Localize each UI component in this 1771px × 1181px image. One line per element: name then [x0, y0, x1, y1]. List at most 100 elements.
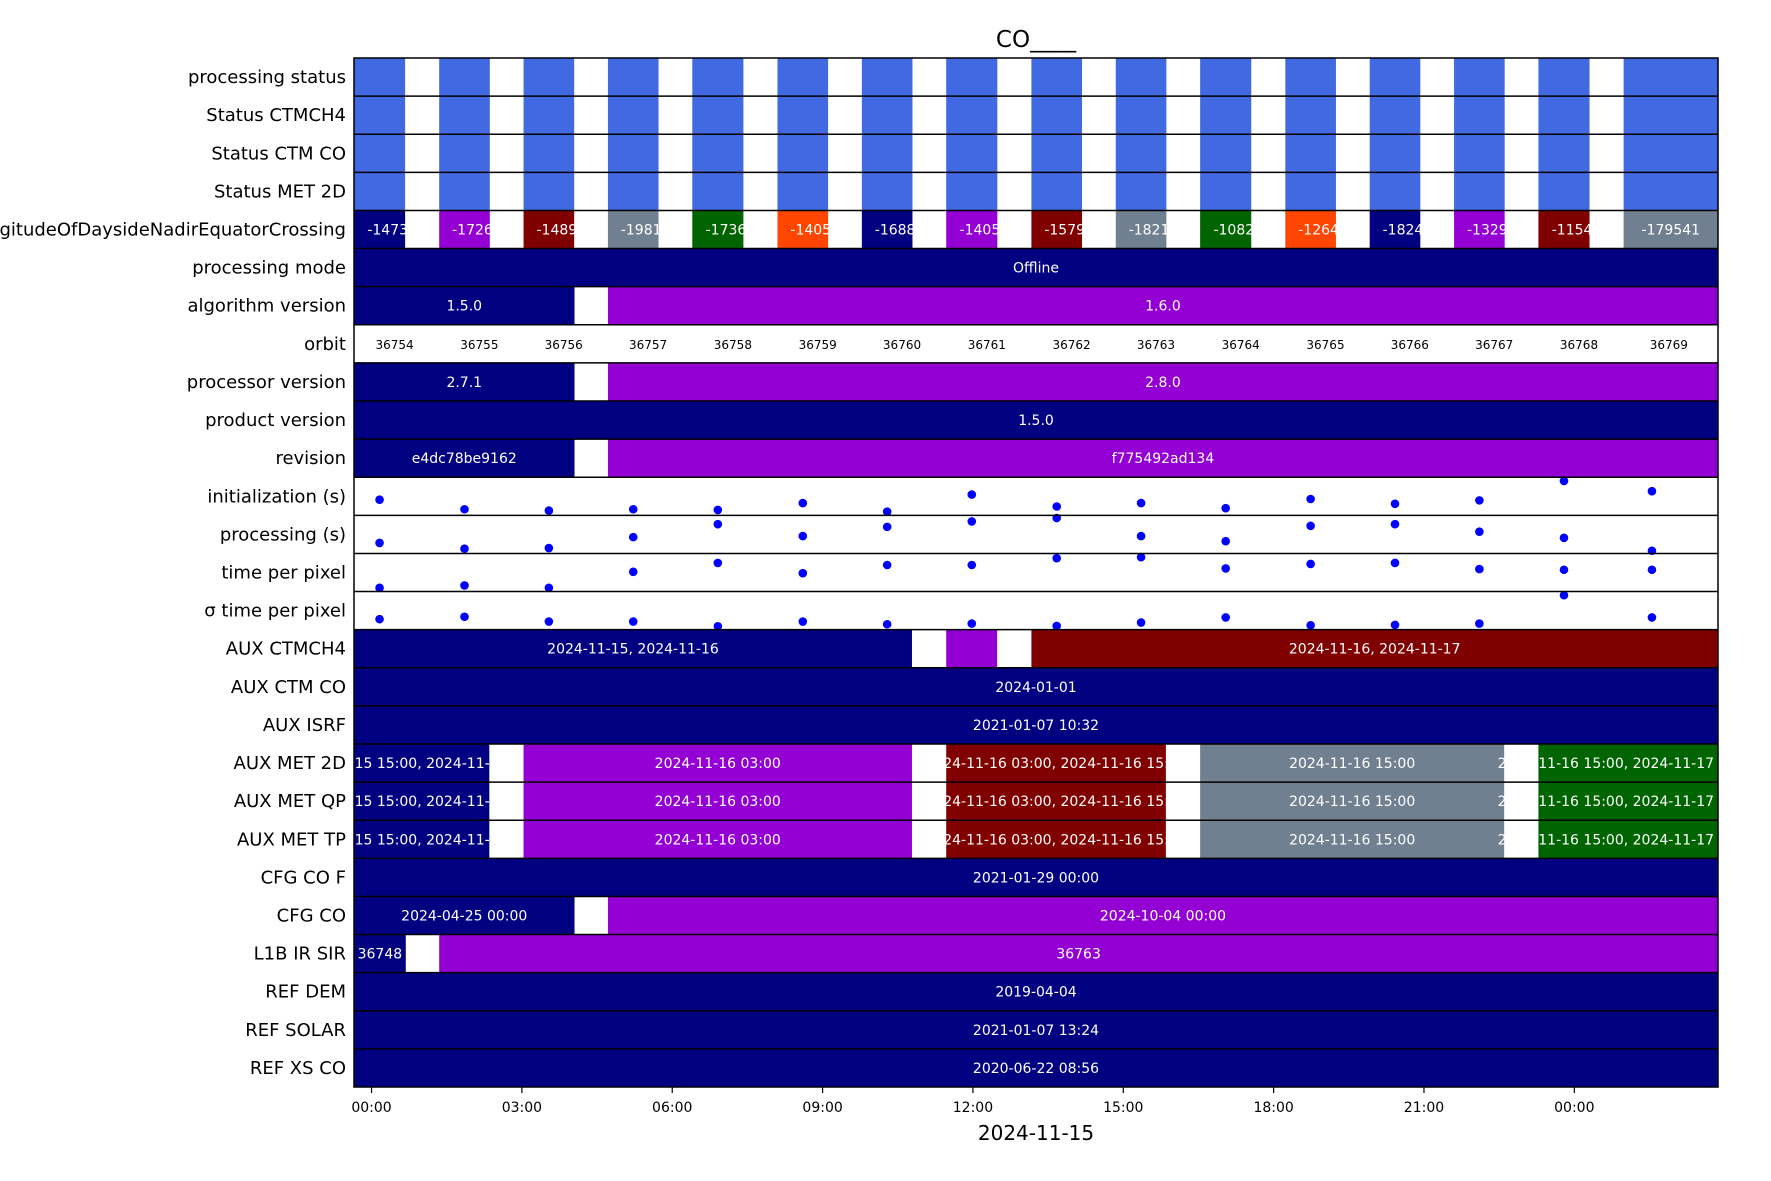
chart-title: CO____: [996, 27, 1077, 53]
scatter-point: [1136, 531, 1146, 541]
bar-label: -157923: [1044, 223, 1103, 239]
x-tick-label: 00:00: [351, 1100, 391, 1116]
scatter-point: [967, 560, 977, 570]
orbit-bar: [692, 210, 744, 249]
segment-label: 2024-11-16, 2024-11-17: [1289, 642, 1461, 658]
segment-bar: [354, 1048, 1718, 1087]
orbit-bar: [861, 172, 913, 211]
segment-bar: [354, 896, 575, 935]
segment-label: 2021-01-29 00:00: [973, 870, 1099, 886]
segment-label: 2024-01-01: [995, 680, 1076, 696]
scatter-point: [882, 507, 892, 516]
row-label: REF XS CO: [250, 1058, 346, 1079]
orbit-bar: [1031, 96, 1083, 135]
segment-bar: [354, 248, 1718, 287]
scatter-point: [1475, 564, 1484, 574]
scatter-point: [1221, 613, 1230, 622]
segment-label: 2024-11-16 15:00: [1289, 794, 1415, 810]
scatter-point: [713, 558, 723, 568]
scatter-point: [1390, 499, 1400, 509]
orbit-bar: [861, 210, 913, 249]
scatter-point: [1559, 590, 1569, 600]
bar-label: -140549: [790, 223, 849, 239]
plot-area: -147326 -172641 -148975 -198196 -173607 -1405…: [291, 58, 1759, 1087]
bar-label: -198196: [621, 223, 680, 239]
row-label: LongitudeOfDaysideNadirEquatorCrossing: [0, 220, 346, 241]
segment-bar: [1538, 782, 1718, 821]
segment-label: 2024-04-25 00:00: [401, 909, 527, 925]
segment-bar: [354, 439, 575, 478]
scatter-point: [882, 619, 892, 629]
scatter-point: [713, 622, 723, 631]
bar-label: -182473: [1383, 223, 1442, 239]
scatter-point: [882, 522, 892, 532]
orbit-bar: [1200, 210, 1252, 249]
scatter-point: [1559, 533, 1569, 543]
segment-label: 2024-11-16 03:00, 2024-11-16 15:00: [925, 756, 1186, 772]
row-dividers: [354, 95, 1718, 1050]
orbit-bar: [692, 58, 744, 97]
scatter-point: [460, 504, 469, 514]
orbit-number: 36762: [1052, 338, 1090, 352]
orbit-bar: [1031, 58, 1083, 97]
orbit-bar: [1538, 58, 1590, 97]
orbit-number: 36769: [1650, 338, 1688, 352]
scatter-point: [1559, 565, 1569, 575]
bar-label: -132966: [1467, 223, 1526, 239]
scatter-point: [628, 504, 638, 514]
scatter-point: [1136, 498, 1146, 508]
scatter-point: [1221, 564, 1230, 573]
orbit-bar: [1454, 96, 1505, 135]
segment-label: 2020-06-22 08:56: [973, 1061, 1099, 1077]
segment-label: 1.6.0: [1145, 299, 1181, 315]
scatter-point: [1052, 621, 1062, 631]
scatter-point: [460, 581, 469, 590]
scatter-point: [1647, 613, 1657, 622]
orbit-bar: [861, 96, 913, 135]
row-label: Status CTM CO: [211, 143, 346, 164]
row-label: AUX CTM CO: [231, 677, 346, 698]
segment-label: 2024-11-16 03:00: [655, 756, 781, 772]
scatter-point: [798, 531, 808, 541]
bar-label: -108258: [1213, 223, 1272, 239]
scatter-point: [1306, 521, 1315, 531]
segment-label: 2.7.1: [446, 375, 482, 391]
row-label: initialization (s): [207, 486, 346, 507]
orbit-bar: [1623, 58, 1718, 97]
segment-label: 2024-11-16 15:00, 2024-11-17 03:00: [1498, 794, 1759, 810]
x-tick-label: 21:00: [1404, 1100, 1444, 1116]
orbit-bar: [439, 58, 490, 97]
orbit-bar: [354, 172, 406, 211]
segment-bar: [1538, 820, 1718, 859]
segment-bar: [439, 934, 1718, 973]
orbit-bar: [1454, 210, 1505, 249]
segment-label: 1.5.0: [1018, 413, 1054, 429]
orbit-bar: [1285, 58, 1336, 97]
bar-label: -173607: [706, 223, 765, 239]
orbit-bar: [523, 58, 575, 97]
orbit-number: 36759: [799, 338, 837, 352]
row-label: processing (s): [220, 524, 346, 545]
orbit-bar: [1115, 58, 1167, 97]
orbit-number: 36763: [1137, 338, 1175, 352]
orbit-bar: [1538, 210, 1590, 249]
segment-label: 2024-11-16 03:00: [655, 832, 781, 848]
orbit-bar: [1285, 96, 1336, 135]
x-tick-label: 06:00: [652, 1100, 692, 1116]
orbit-bar: [354, 96, 406, 135]
scatter-point: [544, 543, 554, 553]
orbit-bar: [777, 172, 829, 211]
scatter-point: [628, 567, 638, 577]
segment-label: 2.8.0: [1145, 375, 1181, 391]
orbit-number: 36761: [968, 338, 1006, 352]
segment-label: 2021-01-07 13:24: [973, 1023, 1099, 1039]
scatter-point: [882, 560, 892, 570]
orbit-bar: [1031, 210, 1083, 249]
orbit-bar: [777, 96, 829, 135]
segment-label: 2024-11-16 15:00, 2024-11-17 03:00: [1498, 756, 1759, 772]
orbit-bar: [523, 134, 575, 173]
segment-label: 2024-11-15 15:00, 2024-11-16 03:00: [291, 794, 552, 810]
row-label: processor version: [187, 372, 346, 393]
segment-bar: [946, 744, 1166, 783]
